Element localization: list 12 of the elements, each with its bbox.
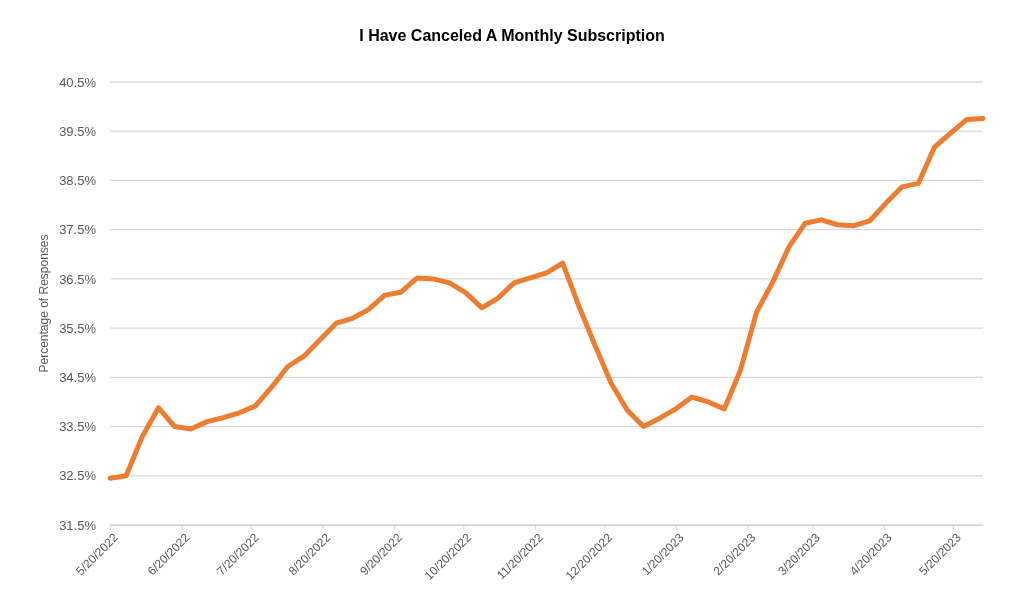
chart-title: I Have Canceled A Monthly Subscription xyxy=(359,27,665,44)
y-tick-label: 32.5% xyxy=(59,468,97,484)
y-axis-title: Percentage of Responses xyxy=(37,234,51,373)
y-tick-label: 33.5% xyxy=(59,419,97,435)
y-tick-label: 40.5% xyxy=(59,74,97,90)
y-tick-label: 34.5% xyxy=(59,369,97,385)
y-tick-label: 39.5% xyxy=(59,123,97,139)
y-tick-label: 35.5% xyxy=(59,320,97,336)
y-tick-label: 38.5% xyxy=(59,173,97,189)
y-tick-label: 36.5% xyxy=(59,271,97,287)
y-tick-label: 31.5% xyxy=(59,517,97,533)
y-tick-label: 37.5% xyxy=(59,222,97,238)
